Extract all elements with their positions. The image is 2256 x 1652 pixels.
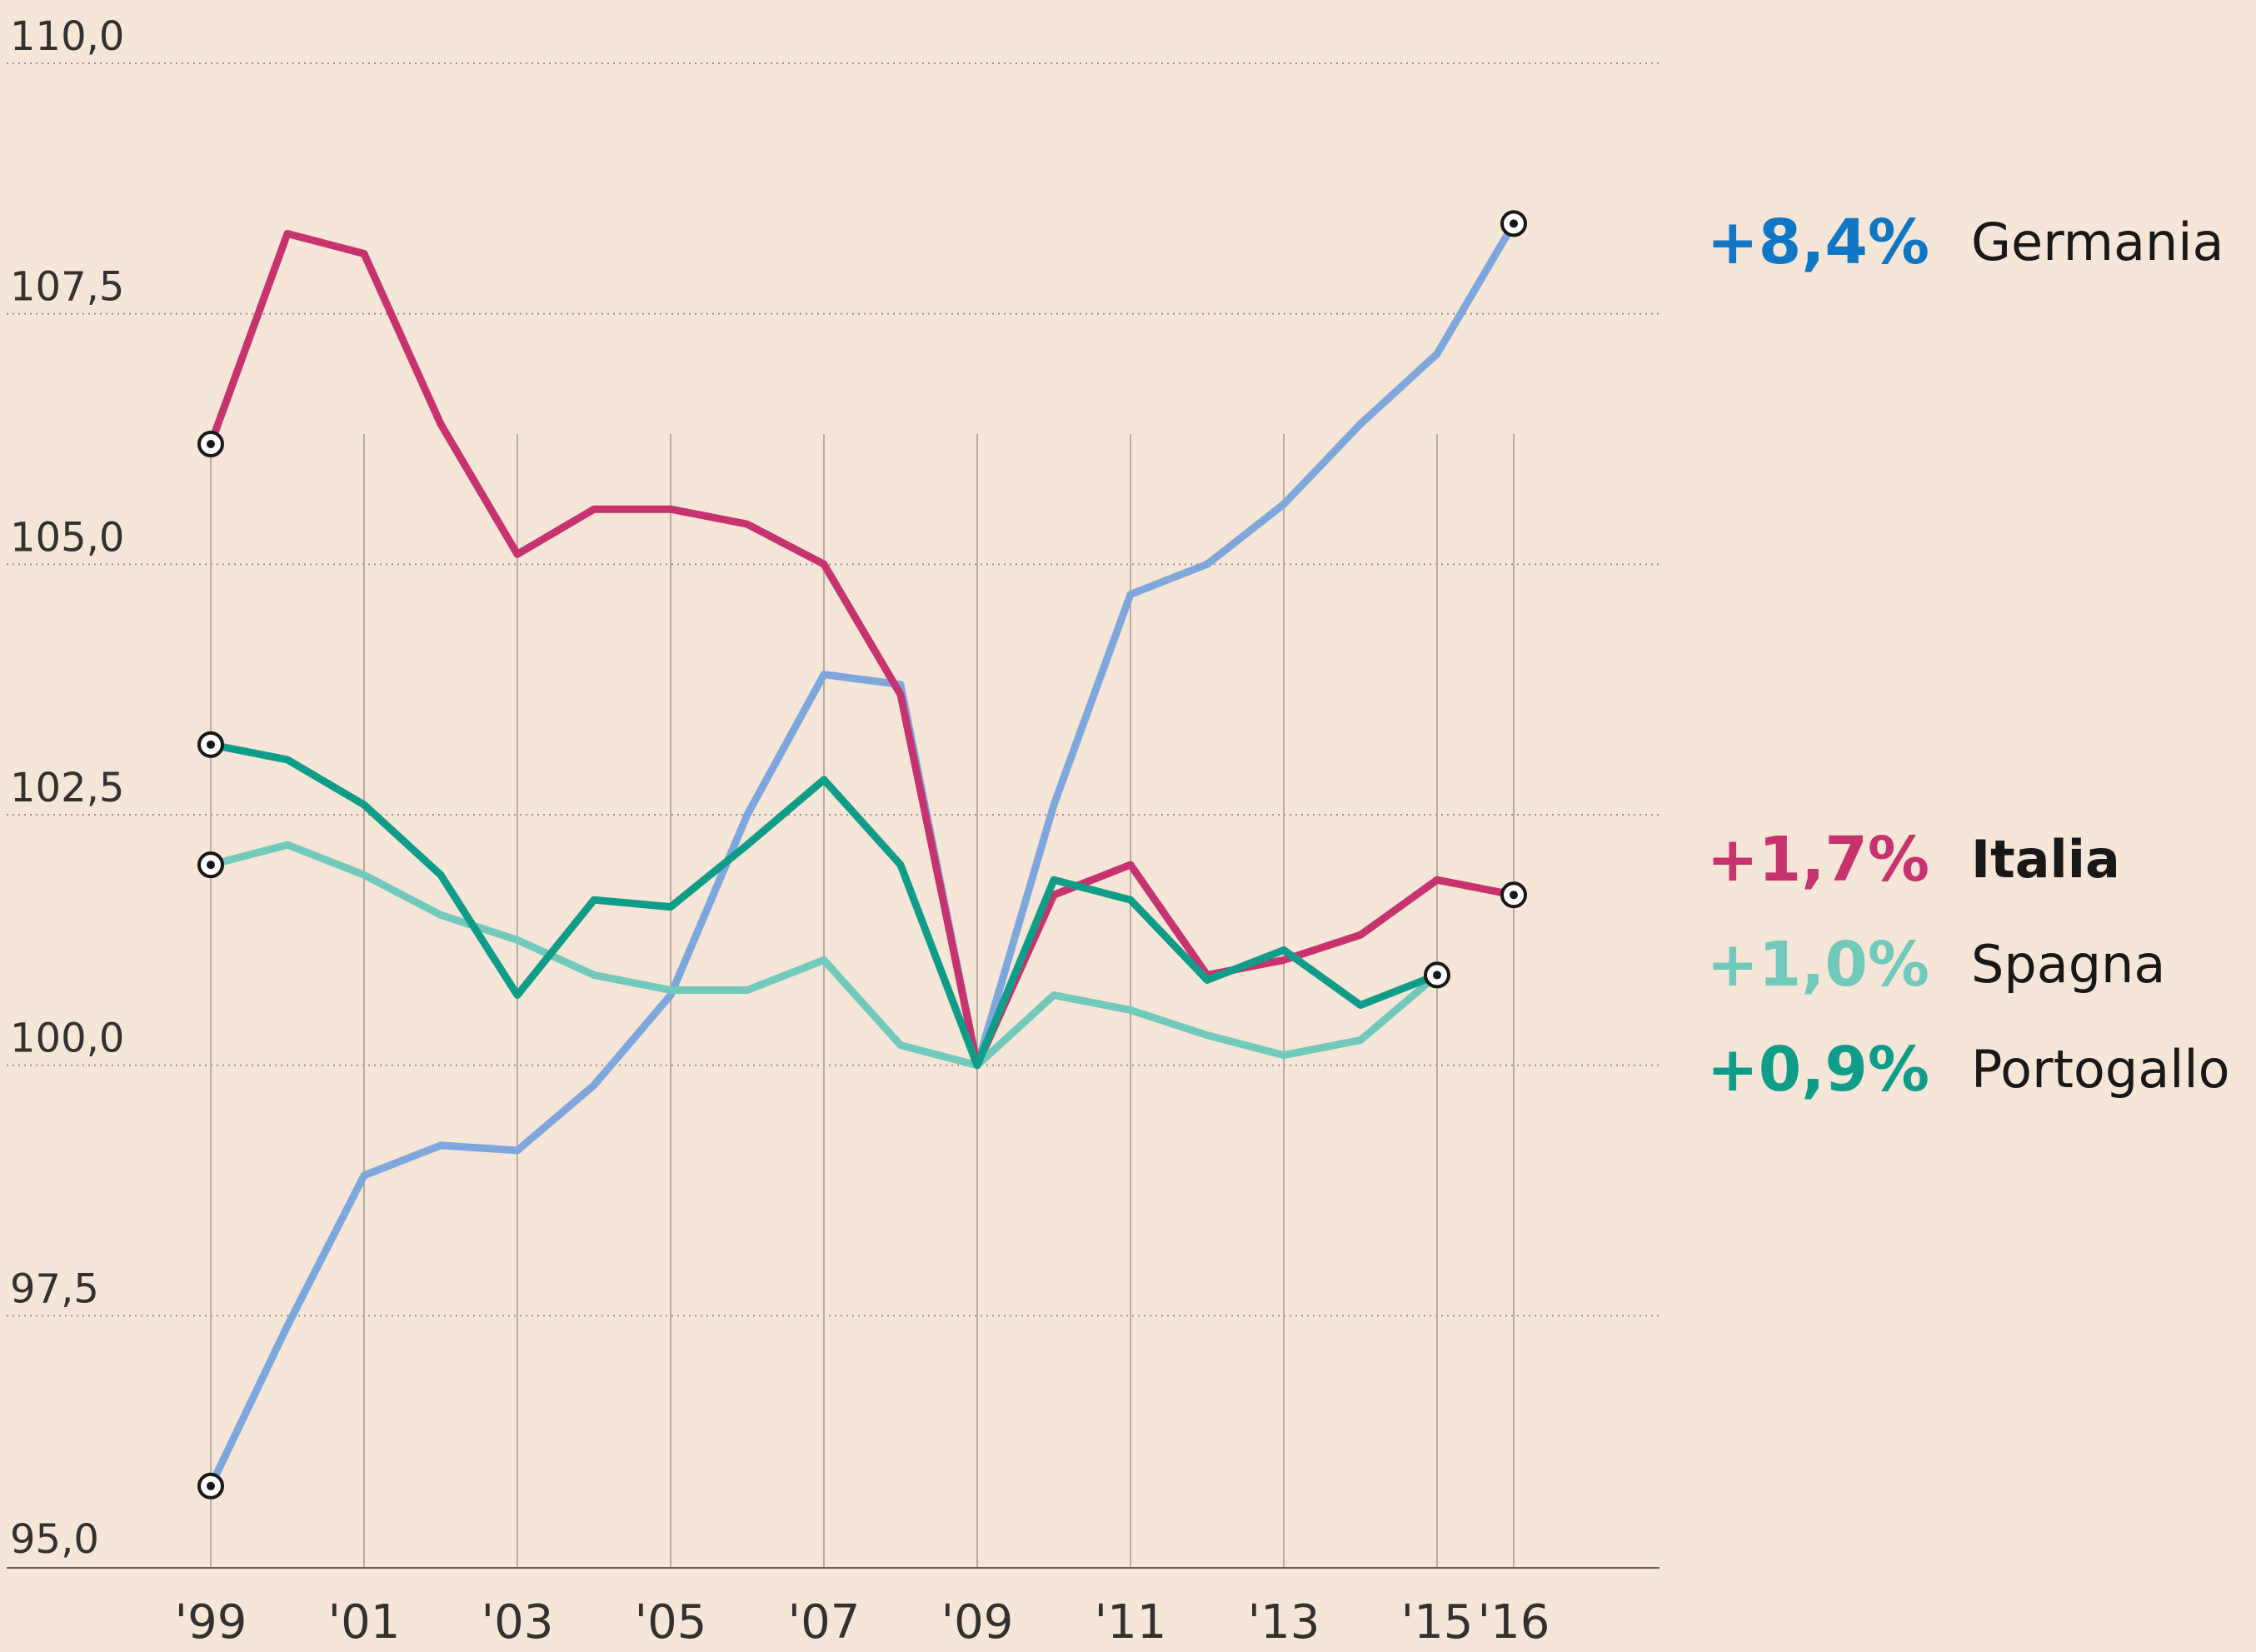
- x-tick-label: '15: [1401, 1595, 1474, 1650]
- legend-change-label: +1,0%: [1707, 929, 1929, 1001]
- series-line-spagna: [207, 841, 1441, 1070]
- vertical-gridlines: [210, 433, 1515, 1568]
- x-tick-label: '03: [482, 1595, 554, 1650]
- legend-change-label: +1,7%: [1707, 824, 1929, 896]
- series-lines: [207, 219, 1518, 1490]
- legend-change-label: +0,9%: [1707, 1034, 1929, 1105]
- legend-item-italia: +1,7% Italia: [1707, 824, 2120, 896]
- marker-italia-1999: [197, 431, 224, 458]
- y-tick-label: 100,0: [10, 1016, 124, 1062]
- y-tick-label: 105,0: [10, 514, 124, 561]
- legend-series-name: Italia: [1971, 829, 2120, 890]
- legend: +8,4% Germania +1,7% Italia +1,0% Spagna +0,9%…: [1707, 207, 2230, 1105]
- y-tick-label: 102,5: [10, 765, 124, 811]
- legend-item-spagna: +1,0% Spagna: [1707, 929, 2166, 1001]
- legend-series-name: Portogallo: [1971, 1039, 2230, 1100]
- x-tick-label: '16: [1478, 1595, 1550, 1650]
- legend-change-label: +8,4%: [1707, 207, 1929, 278]
- y-tick-label: 97,5: [10, 1265, 99, 1312]
- legend-series-name: Spagna: [1971, 934, 2165, 995]
- y-tick-label: 95,0: [10, 1516, 99, 1563]
- legend-series-name: Germania: [1971, 212, 2224, 272]
- x-axis-tick-labels: '99 '01 '03 '05 '07 '09 '11 '13 '15'16: [175, 1595, 1550, 1650]
- x-tick-label: '13: [1248, 1595, 1320, 1650]
- endpoint-markers: [197, 210, 1527, 1500]
- series-line-portogallo: [207, 741, 1441, 1070]
- marker-germania-1999: [197, 1472, 224, 1500]
- marker-portogallo-1999: [197, 731, 224, 758]
- x-tick-label: '99: [175, 1595, 247, 1650]
- x-tick-label: '09: [941, 1595, 1014, 1650]
- y-axis-tick-labels: 95,0 97,5 100,0 102,5 105,0 107,5 110,0: [10, 13, 124, 1563]
- marker-spagna-2015: [1424, 961, 1450, 989]
- y-tick-label: 110,0: [10, 13, 124, 60]
- legend-item-germania: +8,4% Germania: [1707, 207, 2224, 278]
- x-tick-label: '05: [635, 1595, 707, 1650]
- x-tick-label: '11: [1095, 1595, 1167, 1650]
- x-tick-label: '07: [788, 1595, 861, 1650]
- series-line-italia: [207, 230, 1518, 1070]
- legend-item-portogallo: +0,9% Portogallo: [1707, 1034, 2230, 1105]
- y-tick-label: 107,5: [10, 264, 124, 311]
- marker-germania-2016: [1500, 210, 1527, 237]
- x-tick-label: '01: [328, 1595, 401, 1650]
- horizontal-gridlines: [7, 62, 1660, 1317]
- series-line-germania: [207, 219, 1518, 1490]
- marker-italia-2016: [1500, 881, 1527, 909]
- marker-spagna-1999: [197, 851, 224, 879]
